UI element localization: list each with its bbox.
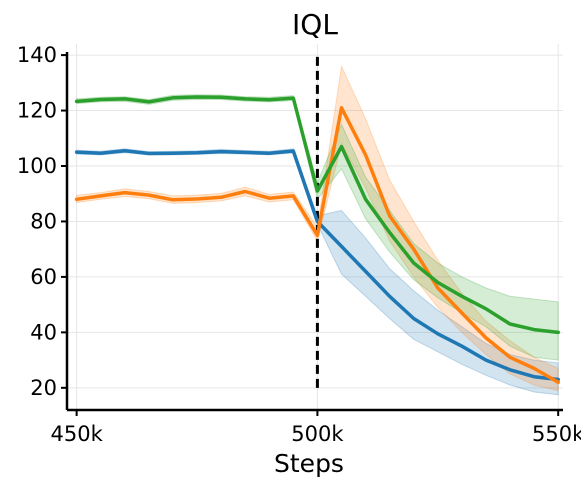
x-tick-label-0: 450k (51, 422, 104, 446)
x-axis-title: Steps (274, 449, 344, 478)
y-tick-label-5: 120 (17, 99, 57, 123)
x-tick-label-1: 500k (291, 422, 344, 446)
x-tick-label-2: 550k (532, 422, 581, 446)
y-tick-label-4: 100 (17, 154, 57, 178)
series-2-line (74, 95, 560, 335)
y-tick-label-3: 80 (30, 209, 57, 233)
chart-title: IQL (292, 8, 338, 41)
series-2-band (76, 94, 559, 361)
y-tick-label-0: 20 (30, 376, 57, 400)
series-1-line (74, 106, 560, 385)
series-lines (74, 95, 560, 385)
y-tick-label-6: 140 (17, 43, 57, 67)
axes (61, 52, 563, 416)
y-tick-label-2: 60 (30, 265, 57, 289)
tick-labels: 20 40 60 80 100 120 140 450k 500k 550k (17, 43, 581, 446)
y-tick-label-1: 40 (30, 320, 57, 344)
series-0-line (74, 149, 560, 382)
